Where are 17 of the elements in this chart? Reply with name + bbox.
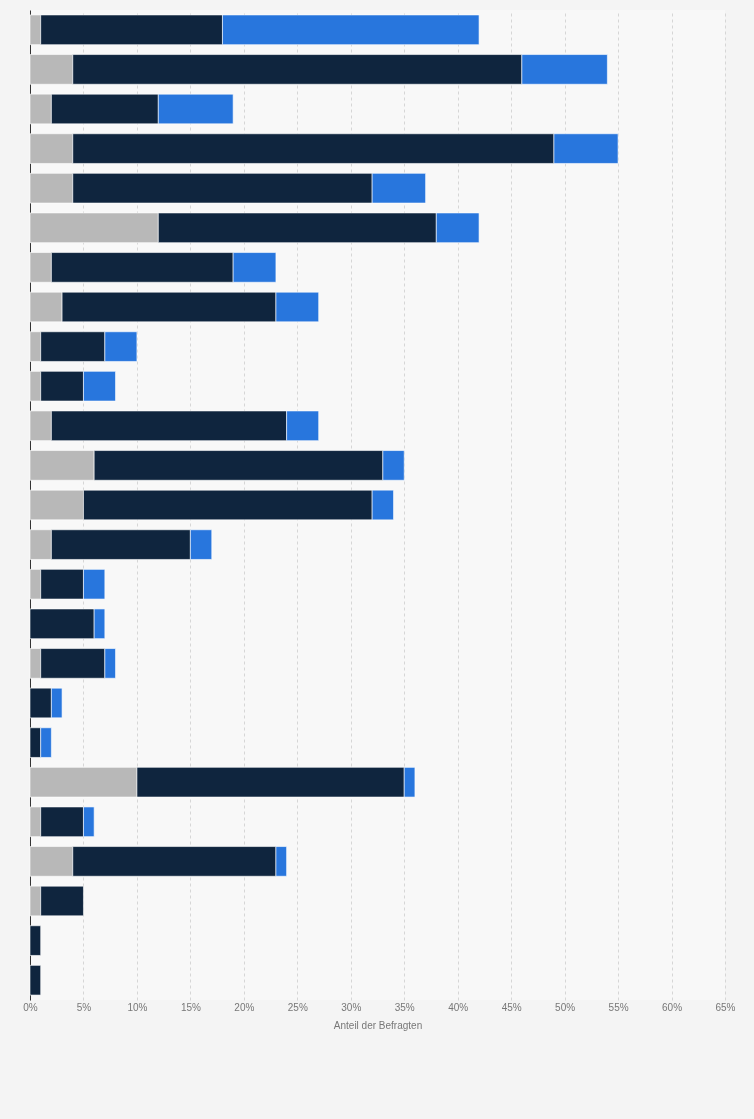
x-tick-label: 45%	[501, 1001, 522, 1013]
x-tick-label: 25%	[287, 1001, 308, 1013]
x-tick-label: 0%	[23, 1001, 38, 1013]
x-tick-label: 35%	[394, 1001, 415, 1013]
x-tick-label: 65%	[715, 1001, 736, 1013]
x-tick-label: 20%	[234, 1001, 255, 1013]
x-axis-title: Anteil der Befragten	[333, 1019, 423, 1031]
x-tick-label: 60%	[662, 1001, 683, 1013]
x-tick-label: 55%	[608, 1001, 629, 1013]
x-tick-label: 10%	[127, 1001, 148, 1013]
x-tick-label: 50%	[555, 1001, 576, 1013]
x-tick-label: 30%	[341, 1001, 362, 1013]
x-tick-label: 15%	[180, 1001, 201, 1013]
x-tick-label: 40%	[448, 1001, 469, 1013]
bar	[29, 925, 41, 956]
x-tick-label: 5%	[76, 1001, 92, 1013]
bar	[29, 965, 41, 996]
